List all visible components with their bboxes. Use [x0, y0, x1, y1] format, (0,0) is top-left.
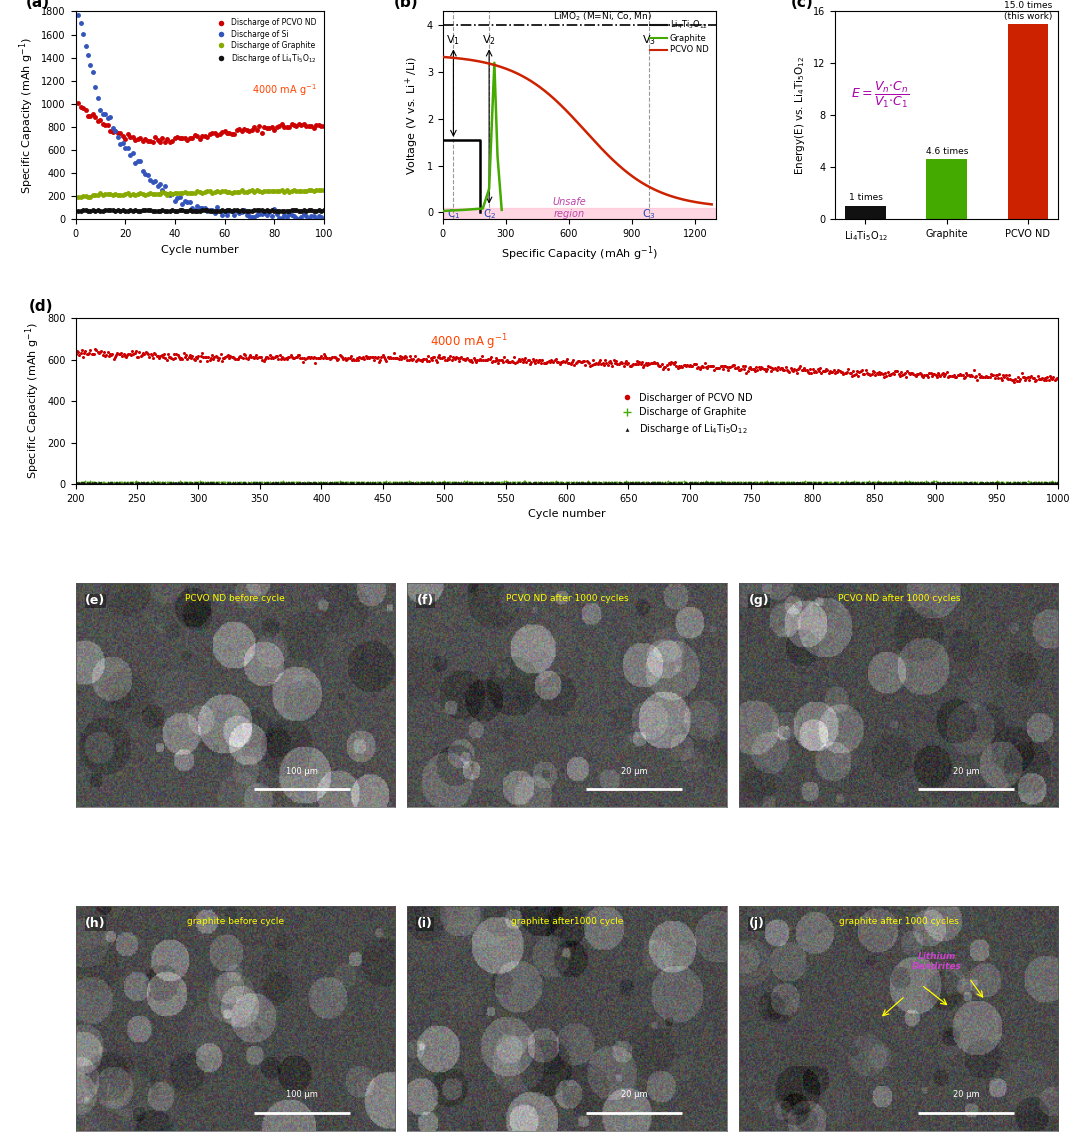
Text: (i): (i)	[417, 917, 433, 931]
Text: 20 μm: 20 μm	[621, 766, 647, 775]
Text: C$_2$: C$_2$	[483, 207, 496, 220]
Text: 100 μm: 100 μm	[286, 1089, 319, 1099]
X-axis label: Cycle number: Cycle number	[528, 509, 606, 520]
X-axis label: Cycle number: Cycle number	[161, 244, 239, 255]
Text: (f): (f)	[417, 594, 434, 608]
Text: 15.0 times
(this work): 15.0 times (this work)	[1003, 1, 1052, 21]
Text: Unsafe
region: Unsafe region	[552, 198, 585, 219]
Text: (d): (d)	[28, 299, 53, 314]
Text: (a): (a)	[26, 0, 50, 10]
Text: LiMO$_2$ (M=Ni, Co, Mn): LiMO$_2$ (M=Ni, Co, Mn)	[553, 10, 652, 23]
Y-axis label: Voltage (V vs. Li$^+$/Li): Voltage (V vs. Li$^+$/Li)	[404, 56, 421, 175]
Text: 20 μm: 20 μm	[953, 1089, 980, 1099]
Text: 1 times: 1 times	[849, 193, 882, 202]
Text: (g): (g)	[748, 594, 770, 608]
Text: 4.6 times: 4.6 times	[926, 146, 968, 155]
Text: (h): (h)	[85, 917, 106, 931]
Y-axis label: Specific Capacity (mAh g$^{-1}$): Specific Capacity (mAh g$^{-1}$)	[17, 37, 36, 194]
Bar	[1008, 24, 1049, 219]
Y-axis label: Specific Capacity (mAh g$^{-1}$): Specific Capacity (mAh g$^{-1}$)	[24, 323, 42, 480]
Text: 4000 mA g$^{-1}$: 4000 mA g$^{-1}$	[430, 332, 508, 352]
Text: graphite after1000 cycle: graphite after1000 cycle	[511, 917, 623, 926]
Text: 4000 mA g$^{-1}$: 4000 mA g$^{-1}$	[252, 82, 316, 98]
Text: (j): (j)	[748, 917, 765, 931]
Text: graphite after 1000 cycles: graphite after 1000 cycles	[839, 917, 959, 926]
Text: PCVO ND after 1000 cycles: PCVO ND after 1000 cycles	[505, 594, 629, 603]
Text: Lithium
Dendrites: Lithium Dendrites	[913, 951, 962, 971]
Text: (e): (e)	[85, 594, 106, 608]
Text: graphite before cycle: graphite before cycle	[187, 917, 284, 926]
X-axis label: Specific Capacity (mAh g$^{-1}$): Specific Capacity (mAh g$^{-1}$)	[501, 244, 658, 263]
Legend: Discharge of PCVO ND, Discharge of Si, Discharge of Graphite, Discharge of Li$_4: Discharge of PCVO ND, Discharge of Si, D…	[211, 15, 320, 69]
Text: $E=\dfrac{V_n{\cdot}C_n}{V_1{\cdot}C_1}$: $E=\dfrac{V_n{\cdot}C_n}{V_1{\cdot}C_1}$	[851, 80, 909, 110]
Bar	[846, 207, 886, 219]
Legend: Li$_4$Ti$_5$O$_{12}$, Graphite, PCVO ND: Li$_4$Ti$_5$O$_{12}$, Graphite, PCVO ND	[647, 16, 712, 58]
Text: 20 μm: 20 μm	[953, 766, 980, 775]
Y-axis label: Energy(E) vs. Li$_4$Ti$_5$O$_{12}$: Energy(E) vs. Li$_4$Ti$_5$O$_{12}$	[794, 56, 808, 175]
Text: PCVO ND before cycle: PCVO ND before cycle	[186, 594, 285, 603]
Bar	[927, 160, 967, 219]
Text: V$_2$: V$_2$	[482, 33, 496, 47]
Text: C$_1$: C$_1$	[447, 207, 460, 220]
Legend: Discharger of PCVO ND, Discharge of Graphite, Discharge of Li$_4$Ti$_5$O$_{12}$: Discharger of PCVO ND, Discharge of Grap…	[613, 388, 757, 440]
Text: V$_3$: V$_3$	[642, 33, 656, 47]
Text: (b): (b)	[394, 0, 418, 10]
Text: (c): (c)	[791, 0, 813, 10]
Text: C$_3$: C$_3$	[642, 207, 656, 220]
Text: 100 μm: 100 μm	[286, 766, 319, 775]
Text: 20 μm: 20 μm	[621, 1089, 647, 1099]
Text: PCVO ND after 1000 cycles: PCVO ND after 1000 cycles	[838, 594, 960, 603]
Text: V$_1$: V$_1$	[446, 33, 460, 47]
